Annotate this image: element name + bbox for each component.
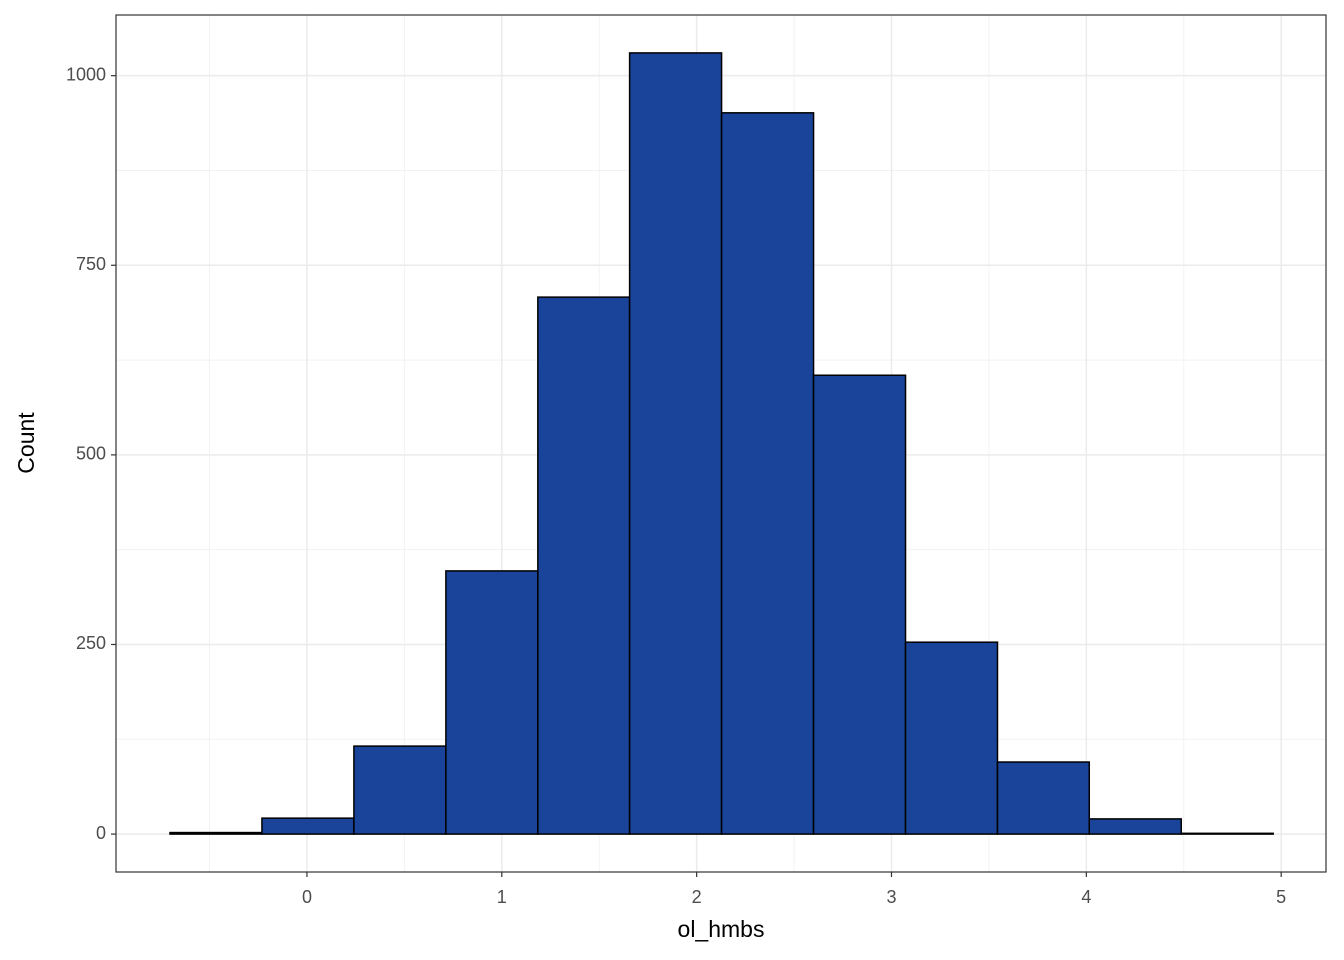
bar	[904, 641, 999, 835]
panel-border	[115, 14, 1327, 873]
bar	[812, 374, 907, 835]
bar	[261, 817, 355, 835]
y-tick-label: 0	[96, 823, 106, 843]
x-tick-label: 0	[302, 887, 312, 907]
x-tick-label: 2	[692, 887, 702, 907]
x-axis-title: ol_hmbs	[678, 916, 765, 942]
y-tick-label: 1000	[66, 64, 106, 84]
bar	[996, 761, 1091, 835]
bar	[1088, 818, 1182, 835]
bar	[628, 52, 723, 835]
y-tick-label: 250	[76, 633, 106, 653]
bar	[445, 570, 539, 835]
bar	[1180, 832, 1274, 835]
y-tick-label: 500	[76, 444, 106, 464]
bar	[169, 831, 263, 835]
bar	[537, 296, 631, 835]
x-tick-label: 4	[1081, 887, 1091, 907]
y-axis-title: Count	[13, 412, 39, 474]
x-tick-label: 1	[497, 887, 507, 907]
bar	[353, 745, 447, 835]
x-tick-label: 5	[1276, 887, 1286, 907]
y-tick-label: 750	[76, 254, 106, 274]
bar	[720, 112, 815, 835]
x-tick-label: 3	[886, 887, 896, 907]
